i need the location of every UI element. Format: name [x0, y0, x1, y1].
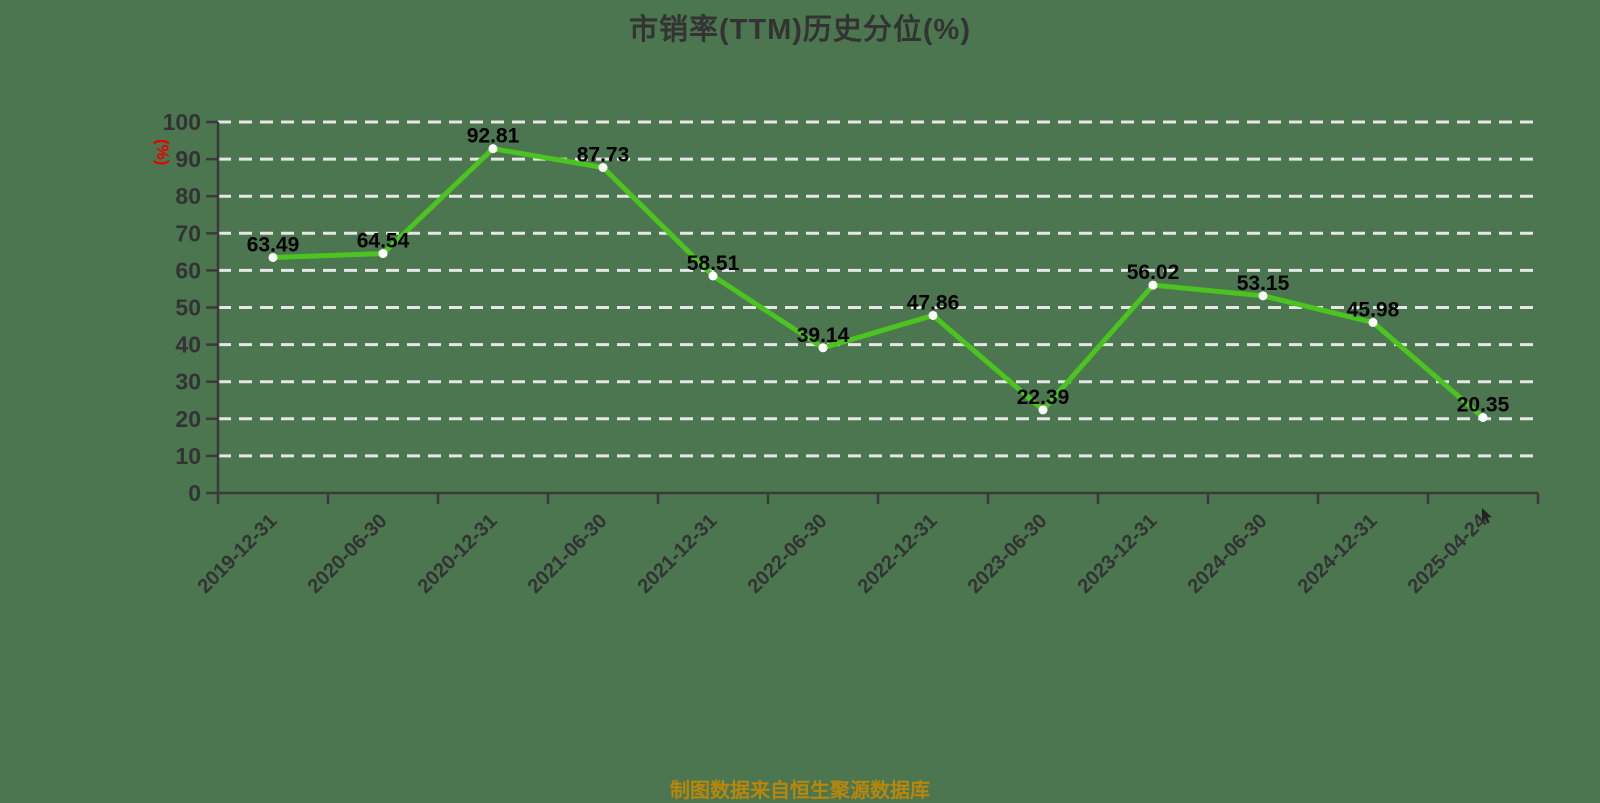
x-tick-label: 2022-06-30	[744, 510, 832, 598]
y-axis-unit-label: (%)	[153, 139, 172, 165]
data-point-label: 87.73	[577, 144, 630, 167]
x-tick-label: 2024-06-30	[1184, 510, 1272, 598]
data-point-marker[interactable]	[268, 252, 278, 262]
y-tick-label: 0	[188, 480, 201, 506]
x-tick-label: 2025-04-24	[1404, 509, 1493, 598]
data-point-label: 58.51	[687, 252, 740, 275]
y-tick-label: 90	[175, 146, 201, 172]
data-point-label: 92.81	[467, 125, 520, 148]
data-source-note: 制图数据来自恒生聚源数据库	[670, 780, 930, 802]
data-point-label: 47.86	[907, 291, 960, 314]
x-tick-label: 2023-06-30	[964, 510, 1052, 598]
data-point-label: 22.39	[1017, 386, 1070, 409]
data-point-label: 64.54	[357, 230, 410, 253]
x-tick-label: 2023-12-31	[1074, 510, 1162, 598]
data-point-marker[interactable]	[488, 144, 498, 154]
data-point-marker[interactable]	[1368, 317, 1378, 327]
y-tick-label: 60	[175, 257, 201, 283]
x-tick-label: 2020-06-30	[304, 510, 392, 598]
y-tick-label: 10	[175, 443, 201, 469]
data-point-label: 63.49	[247, 233, 300, 256]
series-line	[270, 146, 1486, 421]
data-point-label: 20.35	[1457, 394, 1510, 417]
data-point-marker[interactable]	[1038, 405, 1048, 415]
data-point-label: 56.02	[1127, 261, 1180, 284]
y-tick-label: 80	[175, 183, 201, 209]
y-tick-label: 70	[175, 220, 201, 246]
mouse-cursor-icon	[1482, 508, 1492, 524]
chart-title: 市销率(TTM)历史分位(%)	[628, 14, 971, 46]
data-point-marker[interactable]	[1148, 280, 1158, 290]
x-tick-label: 2022-12-31	[854, 510, 942, 598]
data-point-label: 45.98	[1347, 298, 1400, 321]
y-tick-label: 100	[163, 109, 201, 135]
y-tick-label: 50	[175, 295, 201, 321]
y-tick-label: 30	[175, 369, 201, 395]
data-point-label: 53.15	[1237, 272, 1290, 295]
data-point-marker[interactable]	[598, 163, 608, 173]
data-point-marker[interactable]	[1258, 291, 1268, 301]
data-point-marker[interactable]	[818, 343, 828, 353]
x-tick-label: 2019-12-31	[194, 510, 282, 598]
y-tick-label: 20	[175, 406, 201, 432]
x-tick-label: 2020-12-31	[414, 510, 502, 598]
x-tick-label: 2021-06-30	[524, 510, 612, 598]
data-point-marker[interactable]	[378, 249, 388, 259]
data-point-marker[interactable]	[708, 271, 718, 281]
x-tick-label: 2021-12-31	[634, 510, 722, 598]
data-point-label: 39.14	[797, 324, 850, 347]
data-point-marker[interactable]	[928, 310, 938, 320]
y-tick-label: 40	[175, 332, 201, 358]
data-point-marker[interactable]	[1478, 413, 1488, 423]
x-tick-label: 2024-12-31	[1294, 510, 1382, 598]
